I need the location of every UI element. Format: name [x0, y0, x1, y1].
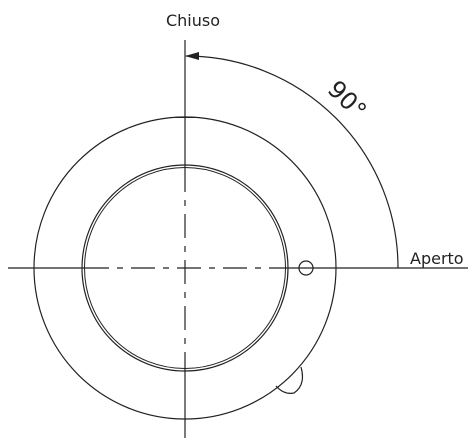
body-bump [275, 366, 304, 394]
angle-label: 90° [322, 75, 372, 125]
rotation-arc-arrow [185, 52, 399, 269]
closed-label: Chiuso [166, 11, 220, 30]
open-label: Aperto [410, 249, 464, 268]
